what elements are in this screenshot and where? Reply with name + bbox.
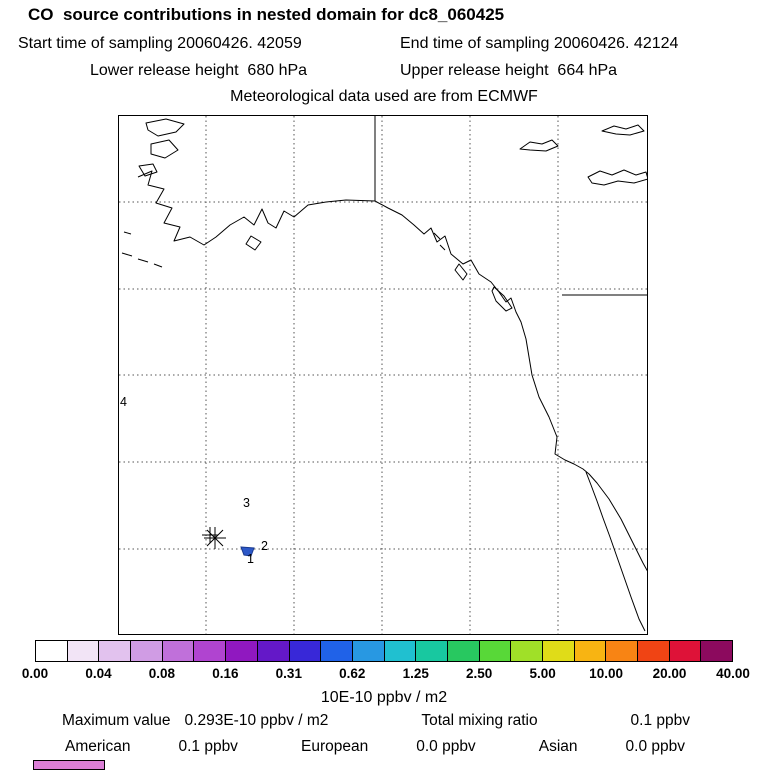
colorbar-segment (225, 641, 257, 661)
contribution-value: 0.0 ppbv (416, 738, 476, 755)
stats-line: Maximum value 0.293E-10 ppbv / m2 Total … (62, 712, 690, 730)
colorbar (35, 640, 733, 662)
colorbar-segment (161, 641, 194, 661)
maximum-value: 0.293E-10 ppbv / m2 (184, 712, 329, 729)
lower-release-text: Lower release height 680 hPa (90, 62, 308, 79)
colorbar-segment (510, 641, 542, 661)
colorbar-segment (573, 641, 606, 661)
lake-topright-3 (587, 169, 648, 186)
islands-aleutian (121, 231, 163, 268)
islands-se-alaska (433, 232, 446, 251)
colorbar-segment (700, 641, 733, 661)
partial-colorbar (33, 760, 105, 770)
contribution-item: American 0.1 ppbv (65, 738, 238, 756)
start-time-text: Start time of sampling 20060426. 42059 (18, 35, 302, 52)
contribution-item: European 0.0 ppbv (301, 738, 476, 756)
colorbar-tick-labels: 0.00 0.04 0.08 0.16 0.31 0.62 1.25 2.50 … (22, 666, 750, 682)
coastline (121, 116, 648, 632)
colorbar-segment (130, 641, 162, 661)
flight-point-label: 2 (261, 539, 268, 553)
lake-topright-2 (519, 139, 559, 152)
colorbar-tick-label: 1.25 (402, 666, 429, 681)
colorbar-segment (256, 641, 289, 661)
release-height-line: Lower release height 680 hPa Upper relea… (0, 62, 768, 82)
colorbar-segment (383, 641, 416, 661)
flight-point-label: 1 (247, 552, 254, 566)
map-panel: 1 2 3 4 (118, 115, 648, 635)
colorbar-tick-label: 0.16 (212, 666, 239, 681)
colorbar-tick-label: 40.00 (716, 666, 750, 681)
total-mixing-value: 0.1 ppbv (630, 712, 690, 729)
colorbar-tick-label: 0.04 (85, 666, 112, 681)
colorbar-segment (36, 641, 67, 661)
colorbar-segment (351, 641, 384, 661)
colorbar-tick-label: 0.31 (275, 666, 302, 681)
contribution-region: Asian (538, 738, 578, 755)
map-border (118, 115, 648, 635)
lake-topright-1 (601, 124, 645, 136)
island-topleft-2 (150, 139, 179, 159)
colorbar-tick-label: 5.00 (529, 666, 556, 681)
coastline-main (137, 170, 648, 573)
colorbar-tick-label: 20.00 (652, 666, 687, 681)
maximum-value-group: Maximum value 0.293E-10 ppbv / m2 (62, 712, 328, 730)
contribution-value: 0.0 ppbv (625, 738, 685, 755)
island-haida-gwaii (454, 263, 468, 281)
colorbar-segment (605, 641, 638, 661)
total-mixing-label: Total mixing ratio (421, 712, 538, 729)
colorbar-segment (637, 641, 669, 661)
upper-release-text: Upper release height 664 hPa (400, 62, 618, 79)
colorbar-segment (668, 641, 701, 661)
colorbar-tick-label: 10.00 (589, 666, 623, 681)
contribution-region: European (300, 738, 369, 755)
sampling-time-line: Start time of sampling 20060426. 42059 E… (0, 35, 768, 55)
colorbar-segment (193, 641, 226, 661)
island-topleft-3 (138, 163, 158, 177)
end-time-text: End time of sampling 20060426. 42124 (400, 35, 679, 52)
map-canvas (118, 115, 648, 635)
contributions-line: American 0.1 ppbv European 0.0 ppbv Asia… (65, 738, 685, 756)
met-source-text: Meteorological data used are from ECMWF (230, 88, 538, 105)
island-topleft-1 (145, 118, 185, 137)
contribution-region: American (65, 738, 131, 755)
island-kodiak (245, 235, 262, 251)
colorbar-segment (415, 641, 447, 661)
maximum-value-label: Maximum value (62, 712, 171, 729)
plot-title: CO source contributions in nested domain… (28, 5, 505, 24)
colorbar-segment (478, 641, 511, 661)
colorbar-tick-label: 0.00 (21, 666, 49, 681)
flight-point-label: 4 (120, 395, 127, 409)
coastline-baja (585, 471, 646, 632)
colorbar-segment (446, 641, 479, 661)
colorbar-segment (542, 641, 574, 661)
colorbar-units-label: 10E-10 ppbv / m2 (320, 689, 448, 706)
colorbar-tick-label: 0.62 (339, 666, 366, 681)
colorbar-segment (66, 641, 99, 661)
release-point-marker (202, 527, 226, 549)
colorbar-tick-label: 2.50 (466, 666, 493, 681)
max-value-marker (240, 546, 255, 557)
flight-point-label: 3 (243, 496, 250, 510)
colorbar-segment (288, 641, 321, 661)
contribution-value: 0.1 ppbv (178, 738, 238, 755)
island-vancouver (491, 286, 513, 312)
contribution-item: Asian 0.0 ppbv (539, 738, 685, 756)
colorbar-segment (320, 641, 352, 661)
colorbar-tick-label: 0.08 (148, 666, 176, 681)
colorbar-segment (98, 641, 131, 661)
grid-lines (119, 116, 647, 634)
